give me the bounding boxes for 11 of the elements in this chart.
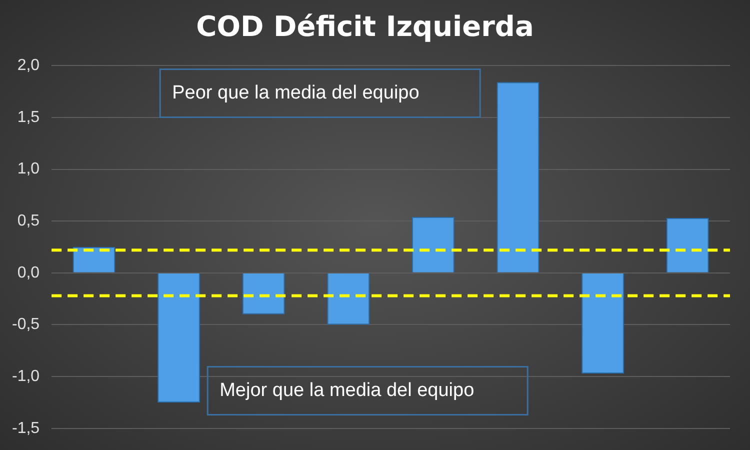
y-tick-label: 0,5 (17, 212, 40, 230)
annotation: Peor que la media del equipo (172, 82, 420, 104)
y-tick-label: 2,0 (17, 57, 40, 74)
y-tick-label: -0,5 (12, 316, 40, 334)
y-tick-label: 1,0 (17, 160, 40, 178)
y-tick-label: -1,5 (12, 420, 40, 437)
annotation: Mejor que la media del equipo (220, 380, 474, 401)
y-tick-label: -1,0 (12, 368, 40, 385)
y-tick-label: 0,0 (17, 264, 40, 282)
y-tick-label: 1,5 (17, 108, 40, 126)
chart-title: COD Déficit Izquierda (196, 10, 534, 44)
